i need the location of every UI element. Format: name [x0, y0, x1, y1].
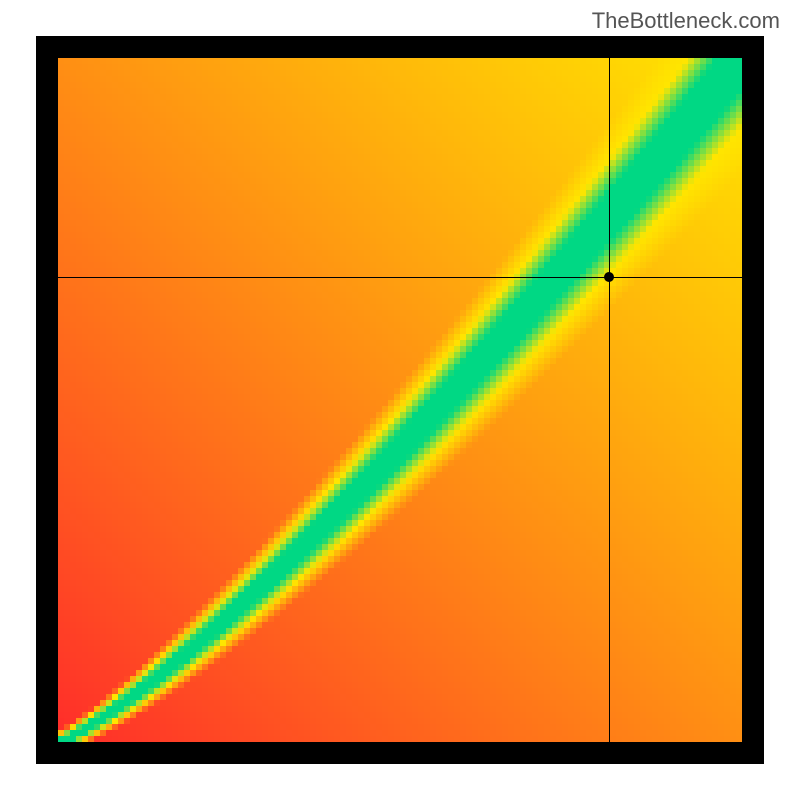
- crosshair-vertical: [609, 58, 610, 742]
- intersection-marker: [604, 272, 614, 282]
- heatmap-plot: [58, 58, 742, 742]
- crosshair-horizontal: [58, 277, 742, 278]
- watermark-text: TheBottleneck.com: [592, 8, 780, 34]
- bottleneck-chart: [36, 36, 764, 764]
